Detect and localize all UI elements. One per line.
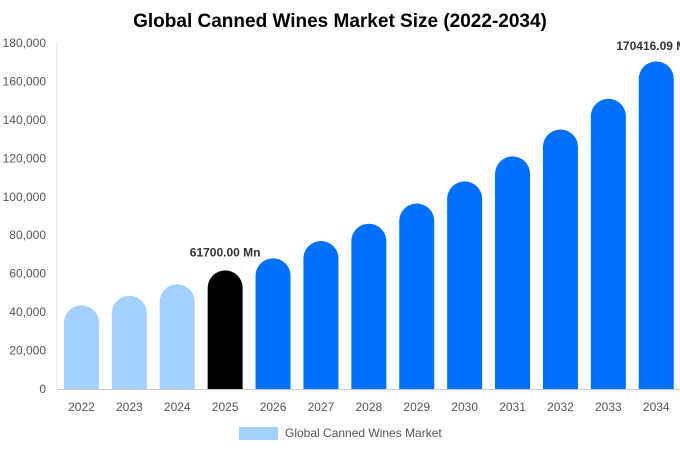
bar-2027 bbox=[303, 240, 339, 389]
x-tick-label: 2027 bbox=[308, 400, 335, 414]
bar-2022 bbox=[63, 305, 99, 389]
x-tick-label: 2023 bbox=[116, 400, 143, 414]
data-labels: 61700.00 Mn 170416.09 Mn bbox=[190, 39, 680, 259]
y-axis: 0 20,000 40,000 60,000 80,000 100,000 120,000 1… bbox=[3, 36, 58, 396]
x-tick-label: 2028 bbox=[355, 400, 382, 414]
x-tick-label: 2031 bbox=[499, 400, 526, 414]
x-tick-label: 2032 bbox=[547, 400, 574, 414]
y-tick-label: 120,000 bbox=[3, 151, 47, 165]
y-tick-label: 0 bbox=[39, 382, 46, 396]
bar-2032 bbox=[542, 129, 578, 389]
bar-2026 bbox=[255, 258, 291, 389]
y-tick-label: 100,000 bbox=[3, 190, 47, 204]
y-tick-label: 140,000 bbox=[3, 113, 47, 127]
bar-2029 bbox=[399, 203, 435, 389]
legend-label: Global Canned Wines Market bbox=[285, 426, 442, 440]
bar-2030 bbox=[447, 181, 483, 389]
bar-2034 bbox=[638, 61, 674, 390]
y-tick-label: 40,000 bbox=[9, 305, 46, 319]
x-tick-label: 2022 bbox=[68, 400, 95, 414]
bar-2028 bbox=[351, 223, 387, 389]
bar-2025 bbox=[207, 270, 243, 389]
y-tick-label: 180,000 bbox=[3, 36, 47, 50]
bar-2033 bbox=[590, 98, 626, 389]
bar-2024 bbox=[159, 284, 195, 389]
x-tick-label: 2024 bbox=[164, 400, 191, 414]
bar-2023 bbox=[111, 295, 147, 389]
x-axis: 2022 2023 2024 2025 2026 2027 2028 2029 2030 2031… bbox=[57, 389, 680, 414]
y-tick-label: 160,000 bbox=[3, 74, 47, 88]
x-tick-label: 2034 bbox=[643, 400, 670, 414]
legend: Global Canned Wines Market bbox=[239, 426, 442, 440]
y-tick-label: 80,000 bbox=[9, 228, 46, 242]
x-tick-label: 2029 bbox=[403, 400, 430, 414]
x-tick-label: 2030 bbox=[451, 400, 478, 414]
legend-swatch bbox=[239, 427, 278, 440]
x-tick-label: 2026 bbox=[260, 400, 287, 414]
chart-title: Global Canned Wines Market Size (2022-20… bbox=[133, 11, 547, 32]
data-label-2025: 61700.00 Mn bbox=[190, 245, 261, 259]
bar-2031 bbox=[495, 156, 531, 389]
x-tick-label: 2025 bbox=[212, 400, 239, 414]
x-tick-label: 2033 bbox=[595, 400, 622, 414]
y-tick-label: 60,000 bbox=[9, 267, 46, 281]
bars bbox=[63, 61, 674, 390]
data-label-2034: 170416.09 Mn bbox=[616, 39, 680, 53]
y-tick-label: 20,000 bbox=[9, 344, 46, 358]
